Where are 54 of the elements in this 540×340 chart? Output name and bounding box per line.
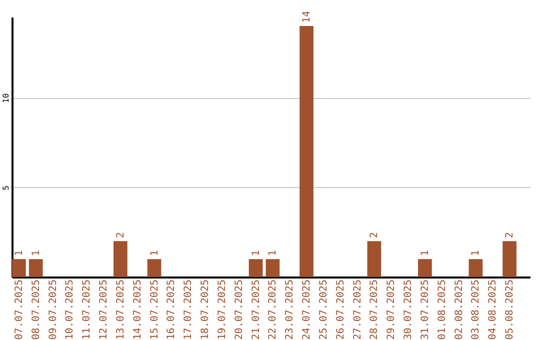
y-tick-label: 10 [2,93,10,104]
data-label: 1 [14,250,25,256]
x-tick-label: 03.08.2025 [470,280,482,340]
x-tick-label: 11.07.2025 [82,280,93,340]
x-tick-label: 22.07.2025 [268,280,279,340]
bar [468,259,483,277]
x-tick-label: 31.07.2025 [420,280,431,340]
x-tick-label: 24.07.2025 [302,280,313,340]
x-tick-label: 02.08.2025 [454,280,465,340]
bar [28,259,43,277]
x-tick-label: 04.08.2025 [488,280,499,340]
bar [300,26,314,277]
x-tick-label: 13.07.2025 [115,280,126,340]
bar [418,259,432,277]
x-tick-label: 05.08.2025 [504,280,516,340]
bar [12,259,26,277]
x-tick-label: 09.07.2025 [48,280,59,340]
x-tick-label: 25.07.2025 [318,280,330,340]
data-label: 1 [250,250,262,256]
x-tick-label: 14.07.2025 [132,280,144,340]
x-tick-label: 20.07.2025 [234,280,245,340]
bar [248,259,263,277]
x-tick-label: 16.07.2025 [166,280,178,340]
x-tick-label: 21.07.2025 [250,280,262,340]
x-tick-label: 27.07.2025 [352,280,364,340]
bar [147,259,162,277]
x-tick-label: 23.07.2025 [284,280,296,340]
x-tick-label: 01.08.2025 [436,280,448,340]
x-tick-label: 18.07.2025 [200,280,212,340]
x-tick-label: 10.07.2025 [64,280,76,340]
x-tick-label: 12.07.2025 [98,280,110,340]
x-tick-label: 08.07.2025 [30,280,42,340]
bar [266,259,280,277]
data-label: 2 [115,232,126,238]
x-tick-label: 17.07.2025 [183,280,194,340]
bar [502,241,516,277]
x-tick-label: 29.07.2025 [386,280,398,340]
data-label: 2 [504,232,516,238]
data-label: 1 [470,250,482,256]
data-label: 2 [369,232,380,238]
x-tick-label: 19.07.2025 [216,280,228,340]
y-tick-label: 5 [2,185,10,190]
data-label: 14 [302,10,313,23]
data-label: 1 [268,250,279,256]
x-tick-label: 15.07.2025 [149,280,160,340]
x-tick-label: 26.07.2025 [335,280,346,340]
data-label: 1 [149,250,160,256]
x-tick-label: 28.07.2025 [369,280,380,340]
data-label: 1 [30,250,42,256]
data-label: 1 [420,250,431,256]
x-tick-label: 30.07.2025 [403,280,414,340]
x-tick-label: 07.07.2025 [14,280,25,340]
bar [367,241,382,277]
bar [114,241,128,277]
